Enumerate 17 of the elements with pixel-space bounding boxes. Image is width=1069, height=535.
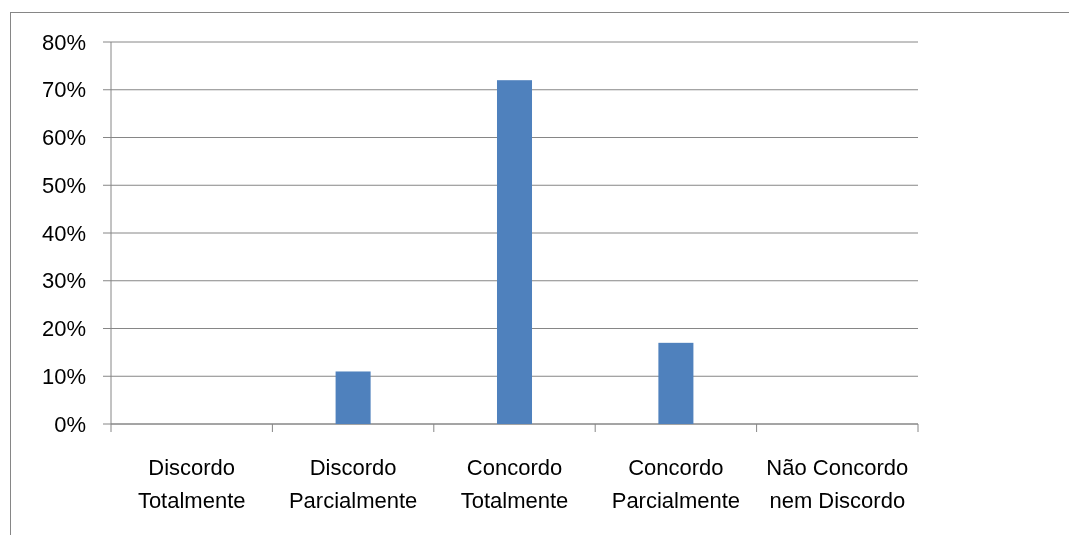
bar [335, 371, 371, 424]
y-tick-label: 80% [41, 29, 86, 55]
y-tick-label: 60% [41, 125, 86, 151]
x-tick-label: Não Concordo nem Discordo [766, 454, 909, 513]
bar [658, 342, 694, 424]
y-tick-label: 30% [41, 268, 86, 294]
y-tick-label: 70% [41, 77, 86, 103]
x-tick-label: Discordo Parcialmente [288, 454, 418, 513]
y-tick-label: 20% [41, 316, 86, 342]
y-tick-label: 10% [41, 363, 86, 389]
y-tick-label: 40% [41, 220, 86, 246]
y-tick-label: 0% [54, 411, 86, 437]
x-tick-label: Concordo Parcialmente [611, 454, 741, 513]
x-tick-label: Discordo Totalmente [137, 454, 246, 513]
bar [496, 80, 533, 424]
x-tick-label: Concordo Totalmente [460, 454, 569, 513]
y-tick-label: 50% [41, 172, 86, 198]
